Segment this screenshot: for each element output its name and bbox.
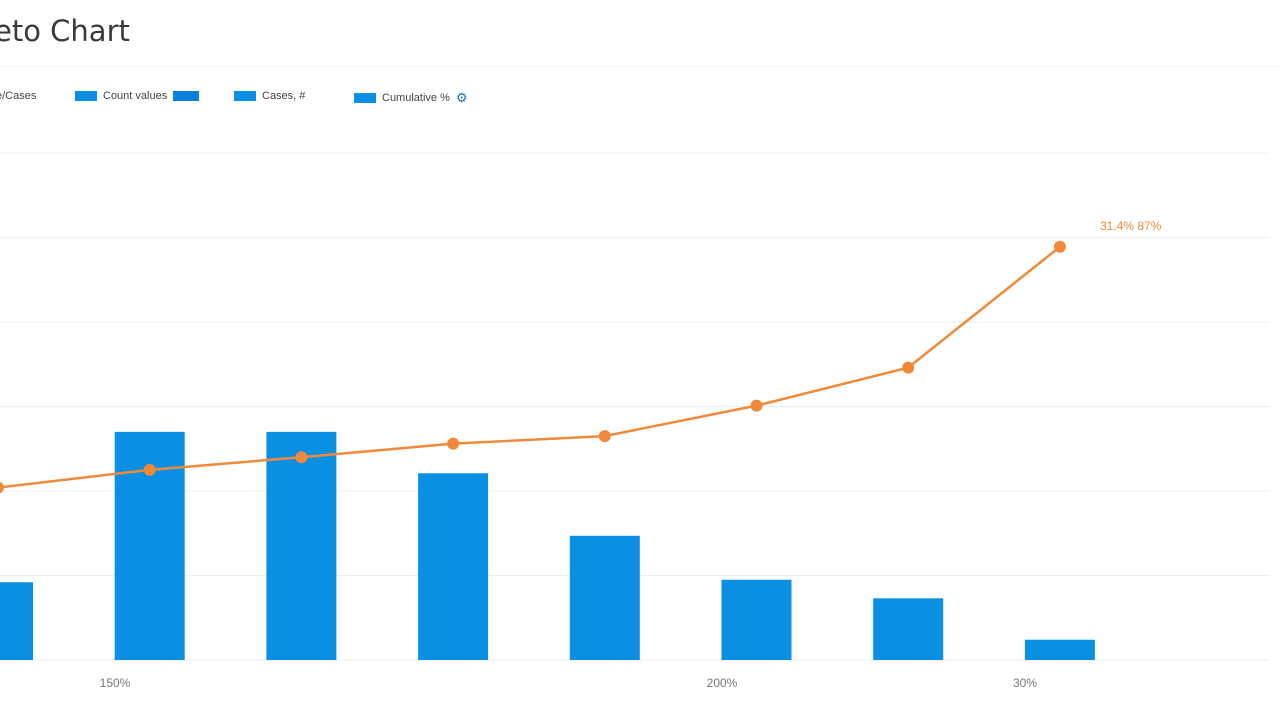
legend-item[interactable]: e/Cases: [0, 90, 36, 102]
cumulative-point[interactable]: [750, 399, 763, 412]
cumulative-point[interactable]: [143, 463, 156, 476]
x-tick-label: 200%: [707, 676, 738, 690]
cumulative-point[interactable]: [447, 437, 460, 450]
legend-swatch: [354, 93, 376, 103]
settings-icon[interactable]: ⚙: [455, 90, 468, 105]
legend-label: Count values: [103, 90, 168, 102]
cumulative-point[interactable]: [598, 430, 611, 443]
cumulative-point[interactable]: [1053, 240, 1066, 253]
bar[interactable]: [873, 598, 944, 660]
cumulative-annotation: 31.4% 87%: [1100, 219, 1162, 233]
legend-label: e/Cases: [0, 90, 37, 102]
legend-swatch: [173, 91, 200, 101]
legend-label: Cases, #: [262, 90, 306, 102]
legend-item[interactable]: Count values: [75, 90, 200, 102]
chart-title: eto Chart: [0, 14, 130, 48]
cumulative-line: [0, 245, 1061, 489]
x-tick-label: 30%: [1013, 676, 1037, 690]
legend-label: Cumulative %: [382, 92, 450, 104]
bar[interactable]: [418, 473, 489, 660]
cumulative-point[interactable]: [902, 361, 915, 374]
bar[interactable]: [266, 431, 337, 660]
cumulative-point[interactable]: [0, 481, 4, 494]
header-divider: [0, 66, 1280, 67]
bar[interactable]: [1024, 639, 1095, 660]
bar[interactable]: [721, 579, 792, 660]
legend-item[interactable]: Cumulative % ⚙: [354, 90, 468, 106]
legend-swatch: [234, 91, 256, 101]
legend-swatch: [75, 91, 97, 101]
x-tick-label: 150%: [100, 676, 131, 690]
cumulative-point[interactable]: [295, 451, 308, 464]
legend-item[interactable]: Cases, #: [234, 90, 305, 102]
bar[interactable]: [569, 535, 640, 660]
bar[interactable]: [0, 582, 33, 660]
